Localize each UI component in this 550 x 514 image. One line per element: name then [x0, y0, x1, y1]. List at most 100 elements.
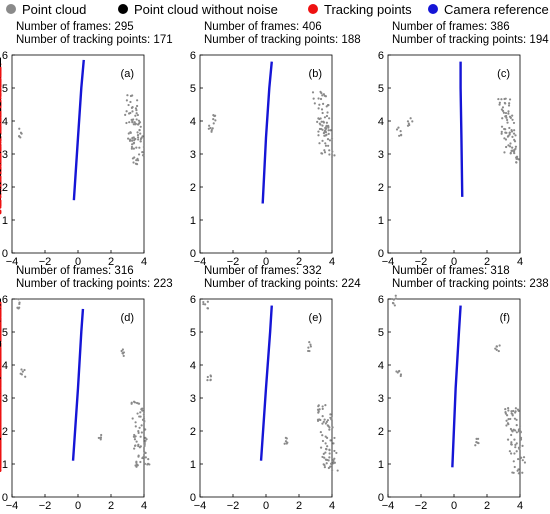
tracking-point	[0, 366, 2, 370]
point-cloud-point	[131, 143, 134, 146]
point-cloud-point	[24, 375, 27, 378]
point-cloud-point	[507, 112, 510, 115]
point-cloud-point	[284, 436, 287, 439]
point-cloud-point	[16, 306, 19, 309]
point-cloud-point	[329, 462, 333, 465]
point-cloud-point	[504, 115, 507, 118]
tracking-point	[0, 195, 2, 199]
point-cloud-point	[21, 370, 24, 373]
point-cloud-point	[138, 121, 142, 124]
x-tick-label: 0	[263, 256, 269, 268]
x-tick-label: −2	[39, 500, 52, 512]
y-tick-label: 4	[378, 360, 384, 372]
y-tick-label: 5	[378, 83, 384, 95]
tracking-point	[0, 446, 2, 450]
point-cloud-point	[141, 151, 144, 154]
point-cloud-point	[323, 129, 326, 132]
point-cloud-point	[135, 162, 139, 166]
point-cloud-point	[137, 138, 140, 141]
point-cloud-series	[17, 94, 146, 166]
point-cloud-point	[509, 116, 512, 119]
point-cloud-point	[501, 106, 505, 109]
point-cloud-point	[514, 145, 518, 148]
tracking-point	[0, 346, 2, 350]
point-cloud-point	[510, 130, 514, 133]
point-cloud-point	[311, 91, 315, 94]
x-tick-label: −4	[6, 500, 19, 512]
point-cloud-point	[498, 101, 501, 104]
legend-marker	[118, 4, 128, 14]
point-cloud-point	[135, 401, 139, 405]
point-cloud-point	[135, 463, 139, 466]
point-cloud-point	[136, 99, 139, 102]
y-tick-label: 3	[2, 393, 8, 405]
point-cloud-point	[325, 121, 329, 124]
point-cloud-point	[141, 154, 145, 157]
panel-title-line: Number of frames: 295	[16, 21, 134, 33]
point-cloud-point	[213, 114, 217, 117]
point-cloud-point	[133, 444, 137, 447]
point-cloud-point	[517, 457, 520, 461]
point-cloud-point	[330, 137, 334, 140]
point-cloud-point	[206, 300, 209, 303]
tracking-point	[0, 130, 2, 134]
tracking-point	[0, 138, 2, 142]
panel-label: (f)	[500, 312, 510, 324]
legend-item-camera-reference: Camera reference	[428, 1, 549, 17]
legend-label: Tracking points	[324, 1, 412, 17]
point-cloud-point	[139, 445, 142, 448]
clean-cloud-point	[0, 134, 1, 137]
point-cloud-point	[137, 153, 141, 156]
panel-title-line: Number of frames: 318	[392, 265, 510, 277]
point-cloud-point	[318, 418, 321, 421]
point-cloud-point	[398, 134, 401, 137]
point-cloud-point	[513, 438, 516, 441]
y-tick-label: 3	[2, 149, 8, 161]
point-cloud-point	[320, 152, 323, 155]
tracking-point	[0, 70, 2, 73]
point-cloud-point	[511, 146, 514, 149]
point-cloud-point	[135, 104, 139, 108]
point-cloud-point	[330, 155, 334, 159]
point-cloud-point	[508, 102, 511, 105]
point-cloud-point	[318, 103, 321, 106]
tracking-point	[0, 84, 2, 88]
point-cloud-point	[313, 102, 316, 105]
point-cloud-point	[509, 417, 512, 421]
point-cloud-point	[507, 104, 511, 107]
tracking-point	[0, 468, 2, 472]
tracking-point	[0, 110, 2, 114]
point-cloud-series	[207, 90, 336, 159]
point-cloud-point	[500, 132, 503, 135]
tracking-point	[0, 122, 2, 126]
point-cloud-point	[142, 145, 146, 149]
point-cloud-point	[130, 145, 134, 149]
point-cloud-point	[515, 155, 519, 158]
point-cloud-point	[500, 130, 503, 133]
panel-title-line: Number of frames: 316	[16, 265, 134, 277]
tracking-point	[0, 145, 2, 149]
point-cloud-point	[519, 430, 522, 433]
tracking-point	[0, 317, 2, 320]
tracking-point	[0, 90, 2, 94]
y-tick-label: 3	[378, 149, 384, 161]
point-cloud-point	[508, 450, 511, 453]
point-cloud-point	[97, 436, 100, 440]
tracking-point	[0, 393, 2, 397]
point-cloud-point	[208, 124, 211, 127]
y-tick-label: 1	[378, 459, 384, 471]
point-cloud-point	[327, 144, 330, 147]
x-tick-label: 4	[517, 500, 523, 512]
point-cloud-point	[508, 98, 512, 101]
tracking-point	[0, 74, 2, 78]
camera-reference-line	[71, 308, 85, 461]
panel-title-line: Number of tracking points: 238	[392, 278, 549, 290]
point-cloud-point	[327, 129, 330, 132]
point-cloud-point	[392, 302, 395, 305]
point-cloud-point	[508, 133, 511, 136]
point-cloud-point	[135, 112, 138, 115]
point-cloud-point	[20, 373, 24, 376]
point-cloud-point	[511, 135, 514, 138]
point-cloud-point	[399, 134, 403, 137]
legend-label: Camera reference	[444, 1, 549, 17]
